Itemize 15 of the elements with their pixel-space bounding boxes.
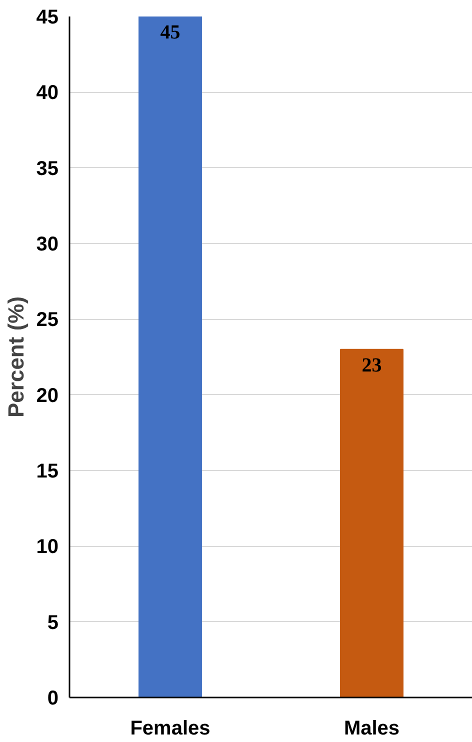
x-tick-label: Females: [130, 718, 210, 740]
y-tick-label: 15: [36, 460, 59, 482]
y-tick-label: 35: [36, 158, 59, 180]
y-tick-label: 40: [36, 82, 59, 104]
y-tick-label: 5: [47, 612, 58, 634]
x-tick-label: Males: [344, 718, 400, 740]
data-label: 45: [160, 22, 180, 44]
y-tick-label: 10: [36, 536, 59, 558]
y-tick-label: 30: [36, 234, 59, 256]
y-tick-label: 0: [47, 688, 58, 710]
y-tick-label: 45: [36, 6, 59, 28]
y-tick-label: 20: [36, 384, 59, 407]
y-tick-label: 25: [36, 309, 59, 332]
data-label: 23: [362, 354, 382, 376]
y-axis-title: Percent (%): [3, 296, 28, 418]
